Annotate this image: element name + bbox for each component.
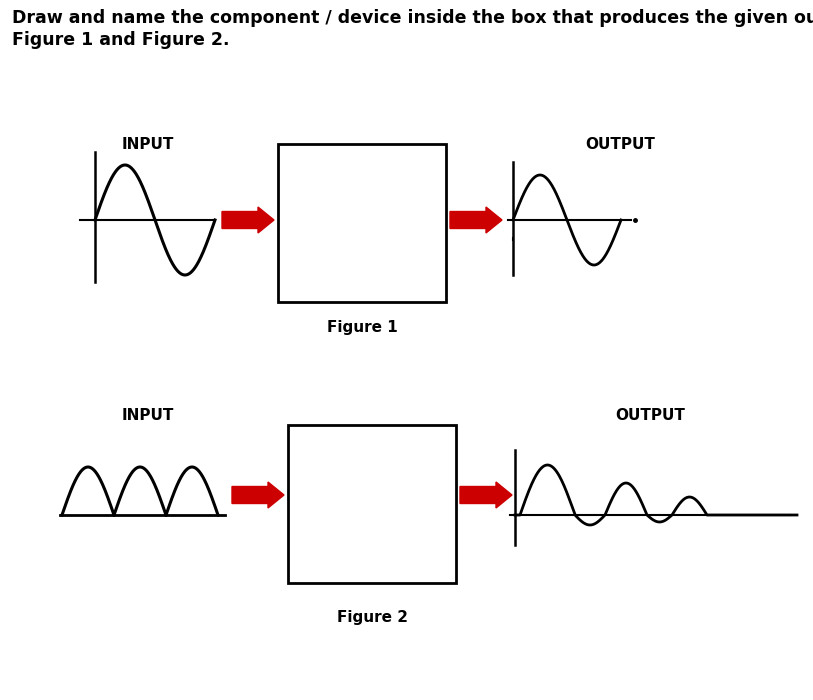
FancyArrow shape	[450, 207, 502, 233]
Text: INPUT: INPUT	[122, 408, 174, 423]
Bar	[278, 144, 446, 302]
FancyArrow shape	[222, 207, 274, 233]
FancyArrow shape	[232, 482, 284, 508]
Text: OUTPUT: OUTPUT	[615, 408, 685, 423]
Text: OUTPUT: OUTPUT	[585, 137, 655, 152]
Text: INPUT: INPUT	[122, 137, 174, 152]
Text: Figure 1 and Figure 2.: Figure 1 and Figure 2.	[12, 31, 229, 49]
Bar	[288, 425, 456, 583]
FancyArrow shape	[460, 482, 512, 508]
Text: Figure 1: Figure 1	[327, 320, 398, 335]
Text: Draw and name the component / device inside the box that produces the given outp: Draw and name the component / device ins…	[12, 9, 813, 27]
Text: Figure 2: Figure 2	[337, 610, 407, 625]
